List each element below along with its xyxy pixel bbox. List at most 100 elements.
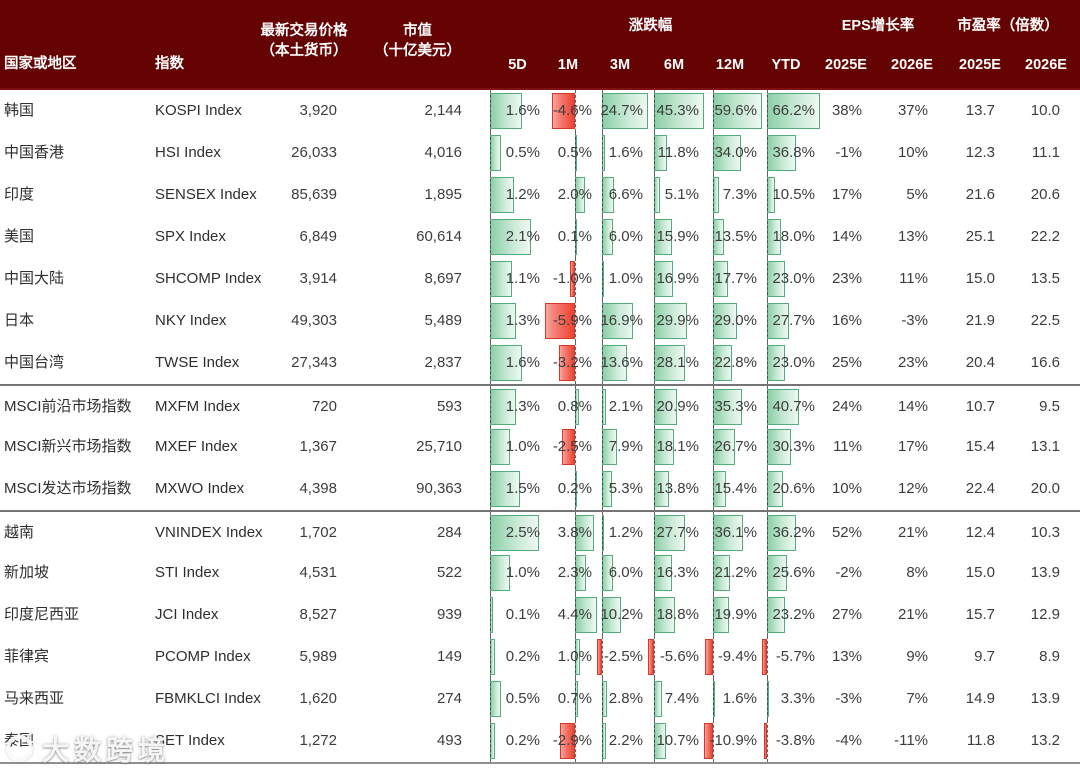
table-row: 印度尼西亚 JCI Index 8,527 939 0.1% 4.4% 10.2% 18.8%… bbox=[0, 594, 1080, 636]
positive-data-bar bbox=[712, 389, 742, 425]
pct-cell-ytd: 23.2% bbox=[762, 594, 820, 636]
bar-axis-line bbox=[712, 216, 714, 258]
positive-data-bar bbox=[490, 471, 520, 507]
bar-axis-line bbox=[601, 132, 603, 174]
pct-value: 20.6% bbox=[772, 480, 815, 497]
pe-cell-2025e: 21.9 bbox=[965, 312, 995, 329]
pe-cell-2025e: 10.7 bbox=[965, 398, 995, 415]
pct-cell-ytd: 36.8% bbox=[762, 132, 820, 174]
bar-axis-line bbox=[490, 342, 491, 384]
bar-axis-line bbox=[654, 552, 656, 594]
bar-axis-line bbox=[654, 386, 656, 428]
pct-value: 1.1% bbox=[505, 270, 540, 287]
eps-cell-2026e: 21% bbox=[897, 524, 928, 541]
bar-axis-line bbox=[601, 468, 603, 510]
bar-axis-line bbox=[712, 90, 714, 132]
pct-value: 6.6% bbox=[608, 186, 643, 203]
pct-cell-1m: 4.4% bbox=[545, 594, 597, 636]
pct-cell-5d: 2.5% bbox=[490, 512, 545, 554]
bar-axis-line bbox=[574, 594, 576, 636]
bar-axis-line bbox=[712, 386, 714, 428]
eps-cell-2026e: 21% bbox=[897, 606, 928, 623]
pct-value: 0.5% bbox=[505, 144, 540, 161]
positive-data-bar bbox=[654, 303, 688, 339]
eps-cell-2025e: -4% bbox=[835, 732, 862, 749]
positive-data-bar bbox=[601, 93, 648, 129]
bar-axis-line bbox=[574, 720, 576, 762]
pct-cell-6m: 7.4% bbox=[648, 678, 704, 720]
header-12m: 12M bbox=[715, 57, 745, 73]
header-index: 指数 bbox=[155, 56, 184, 72]
pct-cell-5d: 0.5% bbox=[490, 132, 545, 174]
bar-axis-line bbox=[490, 386, 491, 428]
pct-cell-1m: 0.5% bbox=[545, 132, 597, 174]
negative-data-bar bbox=[705, 639, 713, 675]
pct-value: 3.3% bbox=[780, 690, 815, 707]
table-row: 中国台湾 TWSE Index 27,343 2,837 1.6% -3.2% 13.6% 2… bbox=[0, 342, 1080, 384]
bar-axis-line bbox=[712, 132, 714, 174]
bar-axis-line bbox=[766, 720, 768, 762]
header-mktcap-line2: （十亿美元） bbox=[374, 42, 461, 59]
pct-cell-ytd: 23.0% bbox=[762, 258, 820, 300]
eps-cell-2025e: 25% bbox=[831, 354, 862, 371]
bar-axis-line bbox=[574, 90, 576, 132]
positive-data-bar bbox=[490, 177, 515, 213]
pct-cell-ytd: 10.5% bbox=[762, 174, 820, 216]
pct-cell-5d: 1.3% bbox=[490, 300, 545, 342]
bar-axis-line bbox=[712, 512, 714, 554]
bar-axis-line bbox=[490, 90, 491, 132]
header-price-line2: （本土货币） bbox=[260, 42, 348, 59]
pct-cell-5d: 0.2% bbox=[490, 720, 545, 762]
pct-value: 11.8% bbox=[657, 144, 699, 161]
table-row: 越南 VNINDEX Index 1,702 284 2.5% 3.8% 1.2% 27.7%… bbox=[0, 510, 1080, 554]
pct-value: 10.7% bbox=[656, 732, 699, 749]
pct-value: 1.0% bbox=[608, 270, 643, 287]
index-cell: VNINDEX Index bbox=[155, 524, 263, 541]
price-cell: 1,620 bbox=[299, 690, 337, 707]
eps-cell-2026e: 37% bbox=[897, 102, 928, 119]
region-cell: 泰国 bbox=[4, 732, 35, 749]
index-cell: SHCOMP Index bbox=[155, 270, 262, 287]
price-cell: 4,398 bbox=[299, 480, 337, 497]
pe-cell-2026e: 12.9 bbox=[1030, 606, 1060, 623]
pct-cell-ytd: 25.6% bbox=[762, 552, 820, 594]
negative-data-bar bbox=[762, 639, 767, 675]
bar-axis-line bbox=[654, 342, 656, 384]
pct-value: 0.2% bbox=[557, 480, 592, 497]
pe-cell-2025e: 20.4 bbox=[965, 354, 995, 371]
pct-value: 28.1% bbox=[656, 354, 699, 371]
pct-value: 13.5% bbox=[714, 228, 757, 245]
pe-cell-2026e: 22.5 bbox=[1030, 312, 1060, 329]
negative-data-bar bbox=[597, 639, 602, 675]
pct-cell-12m: 17.7% bbox=[704, 258, 762, 300]
bar-axis-line bbox=[601, 174, 603, 216]
region-cell: 越南 bbox=[4, 524, 35, 541]
pct-cell-3m: 10.2% bbox=[597, 594, 648, 636]
bar-axis-line bbox=[712, 342, 714, 384]
price-cell: 26,033 bbox=[291, 144, 337, 161]
eps-cell-2026e: 13% bbox=[897, 228, 928, 245]
bar-axis-line bbox=[574, 258, 576, 300]
bar-axis-line bbox=[766, 258, 768, 300]
pct-value: -5.7% bbox=[775, 648, 815, 665]
pct-cell-3m: 16.9% bbox=[597, 300, 648, 342]
pct-cell-12m: 34.0% bbox=[704, 132, 762, 174]
pct-cell-3m: 7.9% bbox=[597, 426, 648, 468]
pct-cell-ytd: 30.3% bbox=[762, 426, 820, 468]
pe-cell-2026e: 22.2 bbox=[1030, 228, 1060, 245]
table-body: 韩国 KOSPI Index 3,920 2,144 1.6% -4.6% 24.7% 45.… bbox=[0, 90, 1080, 764]
pct-value: 0.1% bbox=[505, 606, 540, 623]
pct-value: 18.1% bbox=[656, 438, 699, 455]
eps-cell-2026e: 14% bbox=[897, 398, 928, 415]
price-cell: 3,920 bbox=[299, 102, 337, 119]
pct-value: 16.9% bbox=[656, 270, 699, 287]
pct-cell-3m: 5.3% bbox=[597, 468, 648, 510]
pct-value: 36.1% bbox=[714, 524, 757, 541]
pct-cell-6m: 28.1% bbox=[648, 342, 704, 384]
header-mktcap: 市值 （十亿美元） bbox=[345, 0, 490, 88]
pct-value: 20.9% bbox=[656, 398, 699, 415]
pct-cell-12m: 29.0% bbox=[704, 300, 762, 342]
region-cell: 韩国 bbox=[4, 102, 35, 119]
pe-cell-2026e: 13.5 bbox=[1030, 270, 1060, 287]
pct-cell-1m: 3.8% bbox=[545, 512, 597, 554]
